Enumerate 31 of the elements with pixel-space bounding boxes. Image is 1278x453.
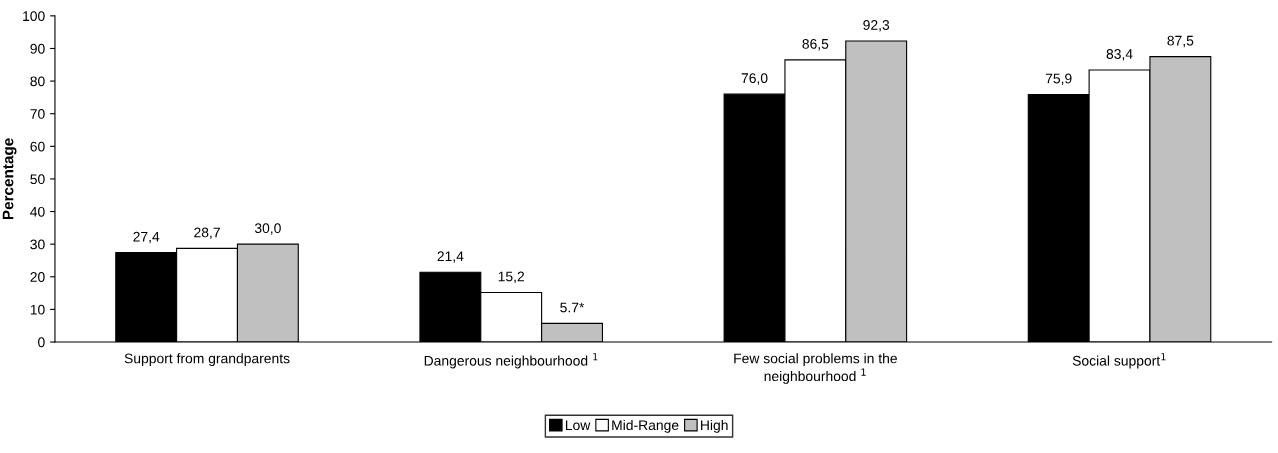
- x-tick-label: Few social problems in the neighbourhood $^{1}$: [734, 353, 897, 384]
- y-tick-label: 90: [30, 43, 45, 54]
- y-axis-title: Percentage: [2, 138, 17, 220]
- data-label: 76,0: [741, 73, 768, 85]
- data-label: 15,2: [498, 271, 525, 283]
- y-tick-label: 30: [30, 239, 45, 250]
- data-label: 75,9: [1045, 73, 1072, 86]
- data-label: 86,5: [802, 38, 829, 51]
- x-tick-label: Support from grandparents: [124, 353, 290, 367]
- legend-label: Mid-Range: [612, 419, 679, 433]
- legend-label: Low: [565, 420, 591, 431]
- data-label: 30,0: [254, 223, 281, 235]
- y-tick-label: 0: [38, 337, 45, 348]
- x-tick-label: Dangerous neighbourhood $^{1}$: [424, 353, 598, 369]
- y-tick-label: 20: [30, 272, 45, 282]
- data-label: 83,4: [1106, 49, 1133, 61]
- data-label: 27,4: [133, 231, 160, 244]
- y-tick-label: 60: [30, 141, 45, 152]
- data-label: 5.7*: [560, 302, 585, 313]
- y-tick-label: 80: [30, 76, 45, 87]
- x-tick-label: Social support$^{1}$: [1072, 353, 1166, 369]
- y-tick-label: 50: [30, 174, 45, 185]
- y-tick-label: 100: [23, 11, 45, 22]
- data-label: 87,5: [1167, 35, 1194, 48]
- legend-label: High: [701, 419, 728, 433]
- y-tick-label: 10: [30, 304, 45, 315]
- data-label: 92,3: [863, 20, 890, 32]
- y-tick-label: 40: [30, 206, 45, 217]
- y-tick-label: 70: [30, 109, 45, 119]
- data-label: 28,7: [194, 227, 220, 239]
- data-label: 21,4: [437, 251, 464, 263]
